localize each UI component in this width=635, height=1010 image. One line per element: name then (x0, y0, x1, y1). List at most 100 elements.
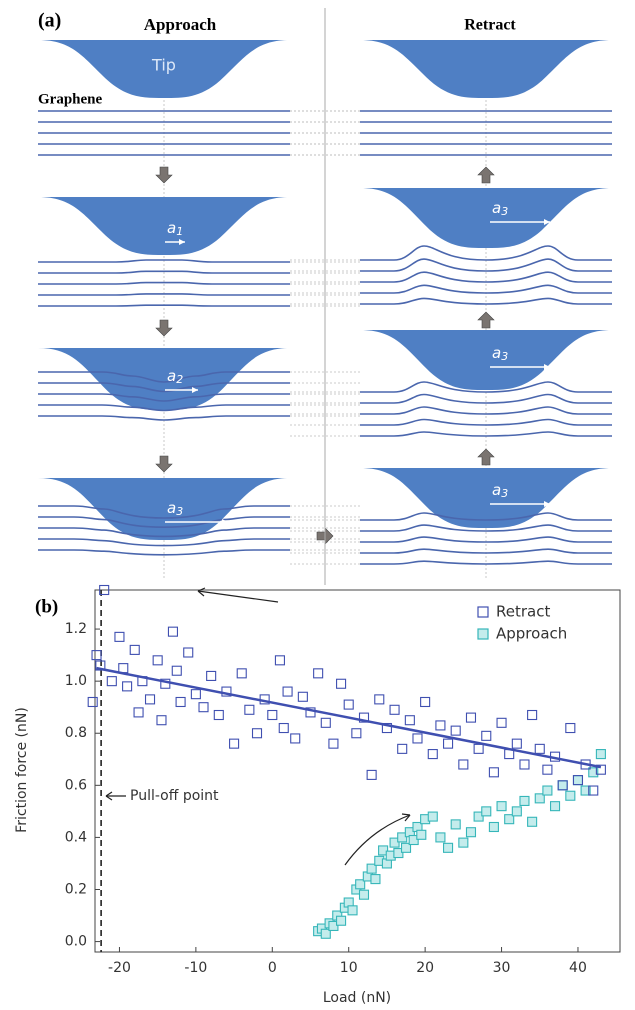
point (465, 712, 477, 723)
label-base: a (492, 199, 501, 217)
point (443, 842, 454, 853)
tip (360, 330, 612, 390)
point (565, 790, 576, 801)
contact-label: a3 (492, 199, 508, 219)
point (171, 665, 182, 676)
label-base: a (167, 219, 176, 237)
x-tick-label: -20 (108, 960, 131, 976)
point (534, 793, 545, 804)
point (278, 722, 289, 734)
label-base: a (492, 344, 501, 362)
point (114, 631, 125, 642)
x-tick-label: -10 (184, 960, 207, 976)
graphene-sheet (38, 382, 290, 393)
point (129, 644, 140, 655)
point (488, 821, 499, 833)
legend-label: Retract (496, 603, 550, 621)
graphene-sheet (360, 536, 612, 543)
point (496, 801, 507, 812)
point (190, 689, 201, 700)
point (328, 738, 339, 749)
label-base: a (167, 367, 176, 385)
arrow-head (179, 239, 185, 245)
y-tick-label: 0.6 (65, 777, 87, 793)
point (213, 709, 224, 721)
point (320, 928, 331, 939)
point (519, 795, 530, 806)
graphene-sheet (38, 404, 290, 412)
y-tick-label: 0.2 (65, 881, 87, 897)
point (175, 696, 186, 708)
point (542, 764, 553, 775)
label-sub: 3 (501, 205, 508, 218)
point (397, 743, 408, 754)
graphene-sheet (38, 538, 290, 547)
point (427, 749, 438, 760)
arrow (344, 814, 411, 866)
point (347, 905, 358, 916)
point (527, 709, 538, 721)
contact-label: a3 (492, 481, 508, 501)
point (374, 694, 385, 705)
legend-marker (477, 628, 489, 640)
graphene-sheet (360, 524, 612, 532)
label-sub: 1 (176, 225, 183, 238)
panel-label: (b) (35, 596, 58, 617)
arrow-head (192, 387, 198, 393)
point (251, 728, 263, 739)
point (229, 738, 240, 749)
point (595, 749, 606, 760)
legend-label: Approach (496, 625, 567, 643)
label-sub: 3 (176, 505, 183, 518)
point (290, 733, 301, 744)
point (400, 842, 412, 853)
point (465, 827, 477, 838)
point (99, 584, 110, 596)
graphene-sheet (360, 381, 612, 393)
contact-label: a1 (167, 219, 183, 239)
point (572, 775, 584, 786)
label-sub: 2 (176, 373, 183, 386)
arrow-head (544, 364, 550, 370)
point (343, 699, 354, 710)
graphene-sheet (38, 516, 290, 529)
graphene-sheet (38, 415, 290, 421)
point (534, 743, 545, 754)
arrow-head (401, 813, 411, 822)
graphene-sheet (360, 560, 612, 565)
panel-label: (a) (38, 10, 61, 32)
point (496, 717, 507, 728)
point (389, 837, 400, 848)
y-tick-label: 0.0 (65, 934, 87, 950)
point (267, 709, 278, 721)
point (336, 915, 347, 926)
point (118, 663, 129, 674)
graphene-sheet (38, 281, 290, 285)
point (87, 696, 98, 708)
point (91, 650, 102, 661)
point (336, 678, 347, 689)
point (527, 816, 538, 827)
tip (38, 478, 290, 540)
graphene-sheet (360, 548, 612, 554)
point (366, 769, 377, 780)
arrow-head (544, 501, 550, 507)
point (588, 785, 599, 796)
y-tick-label: 1.0 (65, 673, 87, 689)
tip (38, 40, 290, 98)
point (381, 722, 392, 734)
x-tick-label: 10 (340, 960, 358, 976)
graphene-sheet (38, 549, 290, 556)
arrow (197, 590, 279, 603)
point (504, 814, 515, 825)
step-arrow (477, 166, 495, 184)
tip-label: Tip (151, 56, 176, 75)
arrow-head (105, 791, 113, 801)
graphene-sheet (38, 505, 290, 519)
point (511, 738, 522, 749)
point (416, 829, 427, 840)
y-tick-label: 1.2 (65, 621, 87, 637)
point (156, 715, 167, 726)
point (549, 801, 561, 812)
